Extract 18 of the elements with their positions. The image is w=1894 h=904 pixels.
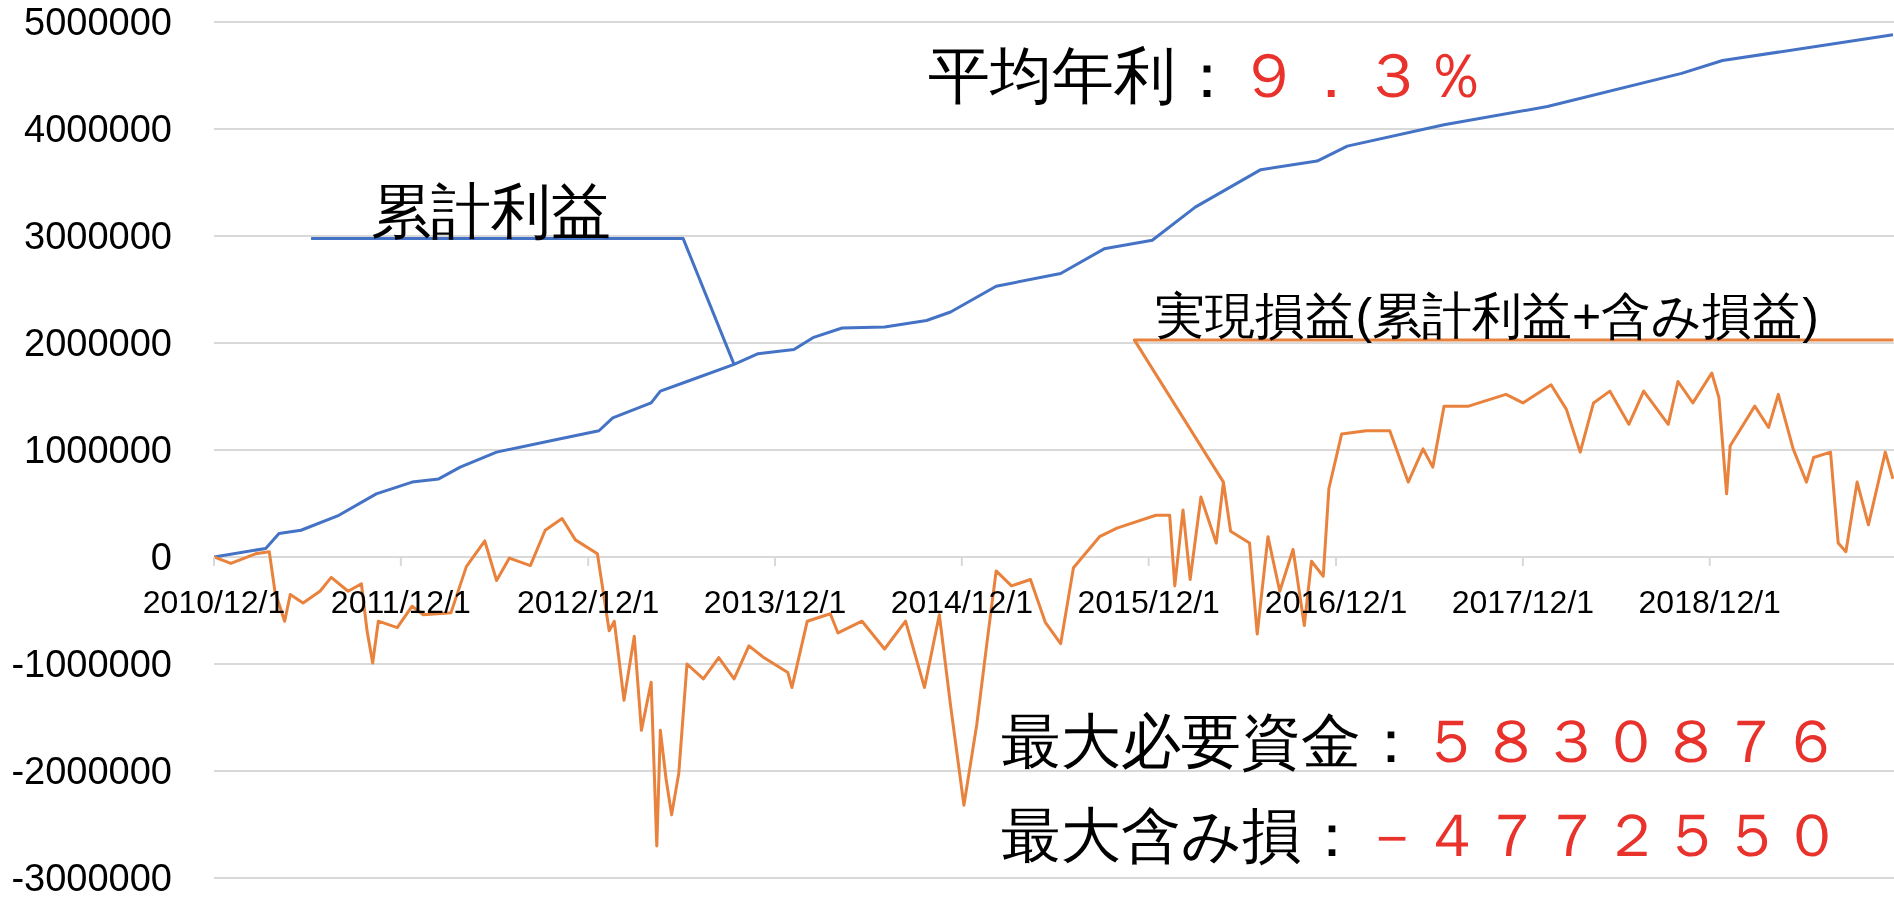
annotation: 実現損益(累計利益+含み損益): [1155, 288, 1819, 345]
y-tick-label: 0: [150, 536, 172, 579]
x-tick-label: 2018/12/1: [1638, 584, 1781, 621]
y-tick-label: 3000000: [24, 215, 172, 258]
y-tick-label: 1000000: [24, 429, 172, 472]
x-tick-label: 2013/12/1: [703, 584, 847, 621]
y-tick-label: -3000000: [11, 857, 172, 900]
annotation: 最大含み損：－４７７２５５０: [1001, 802, 1842, 869]
x-tick-label: 2015/12/1: [1077, 584, 1220, 621]
annotation: 累計利益: [371, 178, 612, 246]
y-tick-label: -2000000: [11, 750, 172, 793]
annotation: 最大必要資金：５８３０８７６: [1001, 708, 1841, 775]
y-tick-label: 2000000: [24, 322, 172, 365]
y-tick-label: 5000000: [24, 1, 172, 44]
y-tick-label: 4000000: [24, 108, 172, 151]
x-tick-label: 2017/12/1: [1451, 584, 1595, 621]
y-tick-label: -1000000: [11, 643, 172, 686]
annotation: 平均年利：９．３％: [928, 41, 1486, 110]
